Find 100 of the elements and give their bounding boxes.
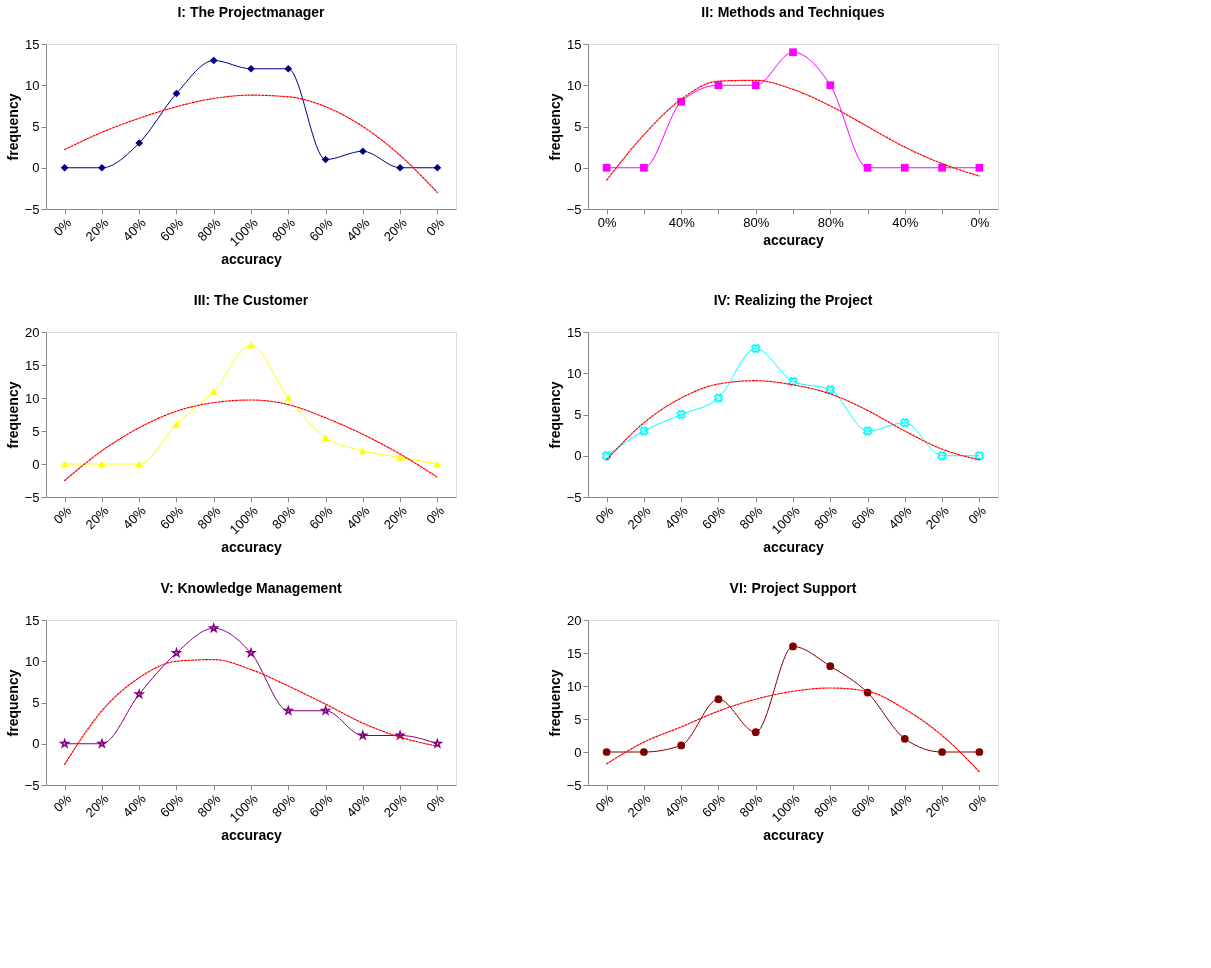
point [358,730,368,740]
x-axis-title: accuracy [221,251,283,268]
y-tick-label: −5 [24,201,40,217]
point [788,376,798,387]
x-tick-label: 80% [743,214,770,230]
x-tick-label: 40% [885,502,915,533]
point [826,81,835,90]
point [677,741,686,750]
x-tick-label: 40% [119,214,150,245]
y-tick-label: 10 [25,77,40,93]
y-tick-label: 15 [567,36,582,52]
point [937,451,947,461]
y-tick-label: 15 [25,36,40,52]
chart-title: II: Methods and Techniques [701,4,885,20]
x-axis-title: accuracy [221,539,283,556]
x-tick-label: 0% [423,214,448,239]
point [247,341,255,349]
point [751,343,761,354]
y-axis-title: frequency [546,381,563,449]
x-tick-label: 0% [50,214,75,239]
y-tick-label: 10 [567,678,582,694]
x-tick-label: 60% [306,214,336,245]
point [358,447,367,455]
x-tick-label: 60% [157,502,187,533]
y-axis-title: frequency [546,93,563,161]
y-tick-label: 0 [574,744,582,760]
y-axis-title: frequency [4,93,21,161]
x-tick-label: 80% [736,502,766,533]
x-tick-label: 0% [592,790,617,815]
point [246,648,256,657]
point [900,163,909,172]
point [284,64,293,73]
point [789,642,797,651]
x-tick-label: 0% [50,502,75,527]
point [247,64,255,73]
point [602,748,611,756]
x-tick-label: 60% [157,790,187,821]
point [395,730,405,740]
point [209,56,218,65]
point [98,163,106,172]
x-tick-label: 60% [848,502,878,533]
point [900,418,910,428]
x-tick-label: 40% [668,214,696,230]
point [974,451,984,461]
x-tick-label: 80% [736,790,766,821]
x-axis-title: accuracy [763,827,825,844]
y-tick-label: −5 [566,489,582,505]
x-tick-label: 40% [119,502,150,533]
x-tick-label: 60% [157,214,187,245]
x-tick-label: 40% [119,790,150,821]
x-axis-title: accuracy [763,539,825,556]
y-tick-label: 0 [574,160,582,176]
point [602,451,612,461]
y-tick-label: 15 [25,612,40,628]
x-tick-label: 80% [268,502,299,533]
point [209,623,219,633]
y-tick-label: −5 [566,201,582,217]
point [751,728,760,737]
y-tick-label: 15 [567,645,582,661]
y-tick-label: 5 [32,695,40,710]
x-tick-label: 80% [194,502,224,533]
x-axis-title: accuracy [221,827,283,844]
point [396,163,404,172]
y-tick-label: 5 [574,711,582,727]
y-axis-title: frequency [4,669,21,737]
y-tick-label: 10 [25,653,40,669]
y-tick-label: 10 [567,365,582,381]
point [433,163,442,172]
x-tick-label: 80% [810,790,841,821]
line-series [64,399,438,482]
x-tick-label: 0% [970,214,990,230]
line-series [64,94,438,194]
y-axis-title: frequency [4,381,21,449]
point [900,734,909,743]
point [209,388,218,395]
point [396,454,404,461]
y-tick-label: 0 [32,456,40,472]
chart-title: VI: Project Support [729,580,857,596]
y-tick-label: 5 [32,423,40,439]
y-tick-label: −5 [24,489,40,505]
point [640,163,648,172]
x-tick-label: 60% [306,790,336,821]
x-tick-label: 0% [50,790,75,815]
y-tick-label: 5 [574,407,582,422]
chart-title: IV: Realizing the Project [713,292,873,308]
y-tick-label: 20 [567,612,582,628]
x-tick-label: 60% [699,790,729,821]
y-tick-label: −5 [566,777,582,793]
y-tick-label: 0 [574,448,582,464]
y-tick-label: −5 [24,777,40,793]
x-tick-label: 0% [965,790,990,815]
point [826,662,835,671]
x-tick-label: 40% [885,790,915,821]
point [938,748,946,756]
chart-title: III: The Customer [193,292,309,308]
x-tick-label: 0% [592,502,617,527]
x-tick-label: 40% [661,502,692,533]
point [863,163,872,172]
x-tick-label: 40% [661,790,692,821]
x-tick-label: 60% [699,502,729,533]
